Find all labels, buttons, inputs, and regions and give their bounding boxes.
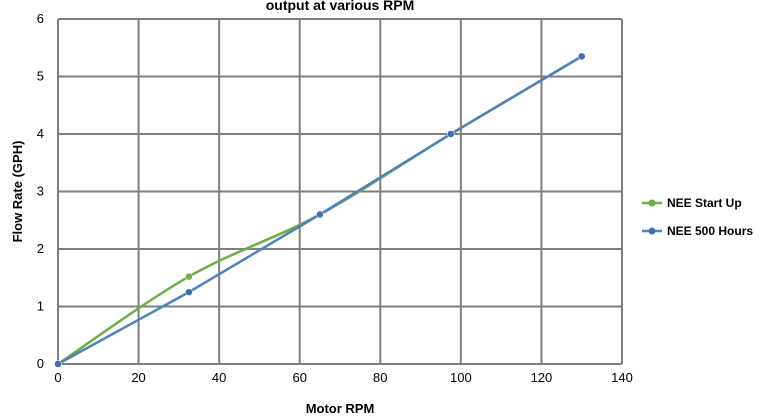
y-axis-title: Flow Rate (GPH)	[10, 141, 25, 243]
x-tick-labels: 0 20 40 60 80 100 120 140	[54, 370, 632, 385]
y-tick-label: 5	[37, 69, 44, 84]
legend-marker-1	[648, 227, 656, 235]
data-point-series-1	[447, 130, 455, 138]
y-tick-label: 0	[37, 356, 44, 371]
y-tick-label: 6	[37, 11, 44, 26]
legend-marker-0	[648, 199, 656, 207]
x-tick-label: 20	[131, 370, 145, 385]
x-tick-label: 40	[212, 370, 226, 385]
data-point-series-1	[316, 210, 324, 219]
x-tick-label: 0	[54, 370, 61, 385]
data-point-series-1	[185, 288, 193, 296]
y-tick-label: 1	[37, 299, 44, 314]
x-axis-title: Motor RPM	[306, 401, 375, 416]
y-tick-labels: 0 1 2 3 4 5 6	[37, 11, 44, 371]
x-tick-label: 120	[531, 370, 553, 385]
legend-label-0: NEE Start Up	[667, 196, 742, 210]
legend-label-1: NEE 500 Hours	[667, 224, 753, 238]
chart-title: output at various RPM	[266, 0, 415, 13]
data-point-series-1	[577, 52, 586, 61]
x-tick-label: 60	[292, 370, 306, 385]
y-tick-label: 4	[37, 126, 44, 141]
x-tick-label: 140	[611, 370, 633, 385]
data-point-series-1	[54, 360, 62, 368]
x-tick-label: 100	[450, 370, 472, 385]
legend: NEE Start Up NEE 500 Hours	[642, 196, 753, 238]
x-tick-label: 80	[373, 370, 387, 385]
data-point-series-0	[185, 272, 193, 281]
y-tick-label: 3	[37, 184, 44, 199]
gridlines	[57, 18, 623, 365]
series-markers	[54, 52, 586, 368]
y-tick-label: 2	[37, 241, 44, 256]
